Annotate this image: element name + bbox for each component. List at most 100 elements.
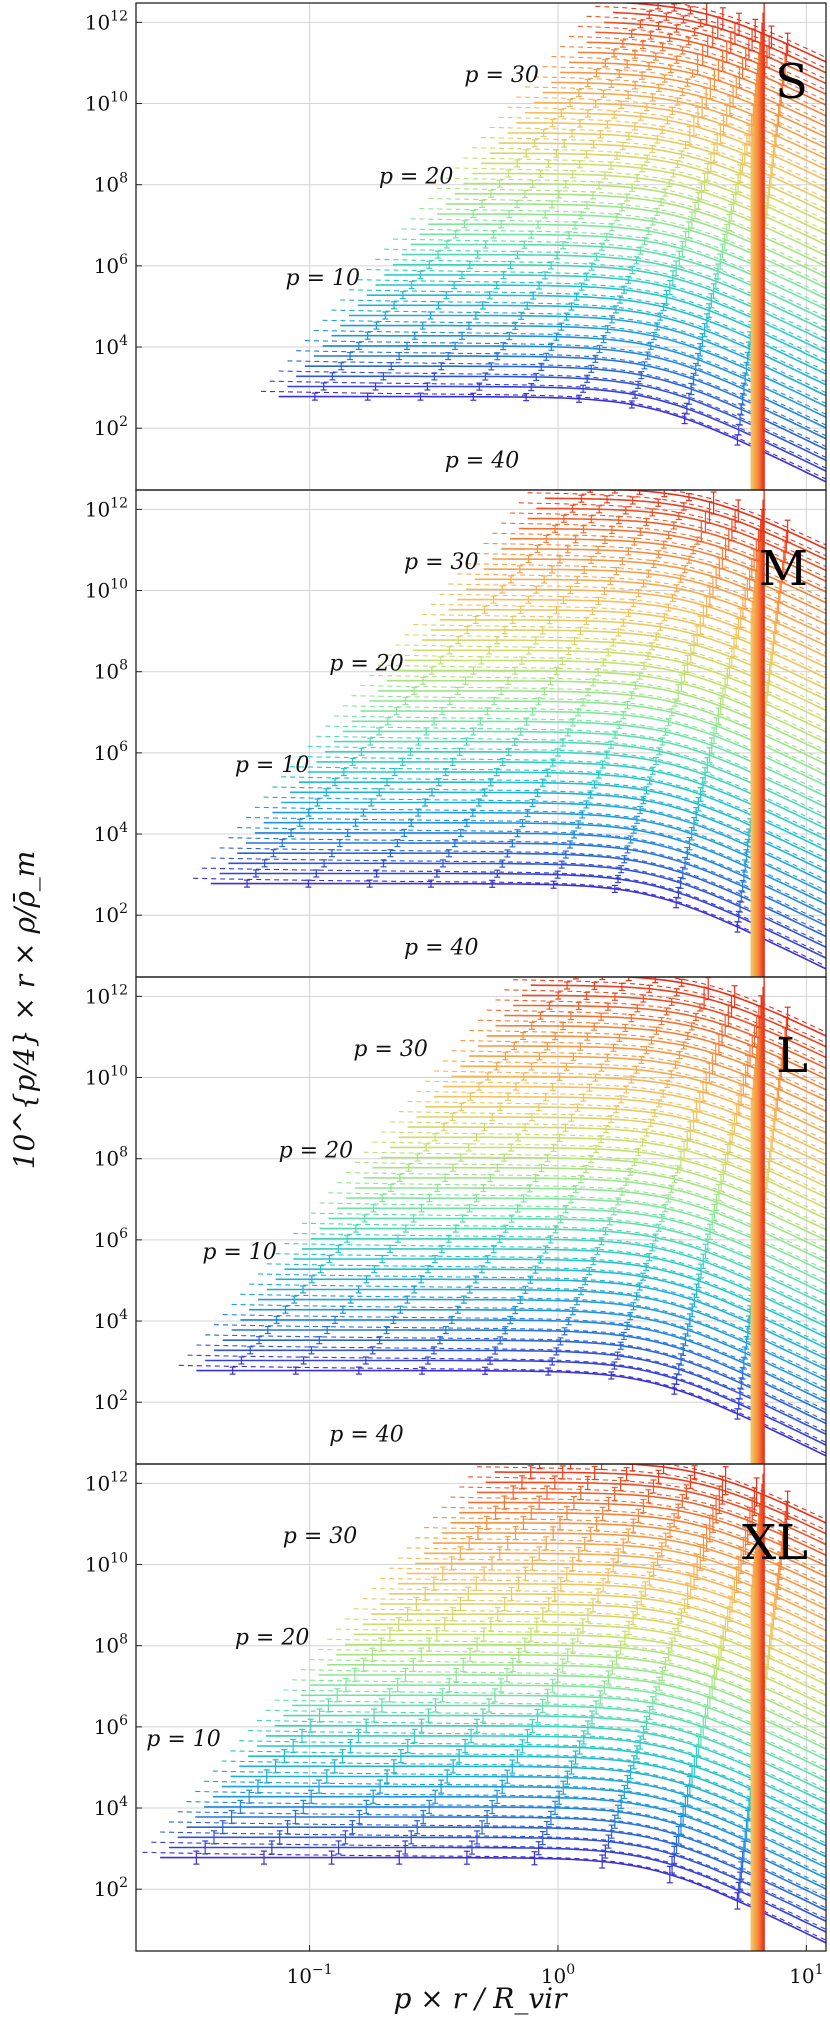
- series-p26-model-curve: [498, 142, 826, 214]
- p-label-20: p = 20: [329, 651, 404, 676]
- y-tick-label: 102: [94, 1388, 128, 1414]
- series-p27-model-curve: [425, 1106, 826, 1177]
- series-p18-alt-curve: [292, 1679, 826, 1758]
- series-p40-model-curve: [608, 1464, 826, 1524]
- series-p25-model-curve: [489, 152, 826, 225]
- series-p36-model-curve: [468, 1501, 826, 1567]
- series-p2-model-curve: [205, 1359, 826, 1446]
- series-p17-model-curve: [419, 233, 826, 311]
- series-p20-alt-curve: [360, 684, 826, 762]
- series-p8-alt-curve: [322, 319, 826, 405]
- series-p8-alt-curve: [254, 806, 826, 892]
- series-p14-alt-curve: [293, 1232, 826, 1314]
- series-p20-alt-curve: [428, 197, 826, 275]
- series-p7-alt-curve: [245, 816, 826, 902]
- series-p34-model-curve: [568, 61, 826, 128]
- series-p12-model-curve: [256, 1745, 826, 1826]
- series-p30-alt-curve: [448, 583, 826, 654]
- series-p40-model-curve: [609, 977, 826, 1037]
- series-p5-alt-curve: [296, 350, 826, 437]
- series-group: [178, 977, 826, 1464]
- y-tick-label: 1010: [85, 1064, 128, 1090]
- series-p7-alt-curve: [231, 1303, 826, 1389]
- series-p35-model-curve: [577, 51, 826, 117]
- series-p36-model-curve: [504, 1014, 826, 1080]
- y-tick-label: 106: [94, 739, 128, 765]
- series-p33-model-curve: [477, 1045, 826, 1113]
- series-p40-alt-curve: [665, 490, 826, 546]
- series-p25-alt-curve: [389, 1121, 826, 1195]
- y-tick-label: 1012: [85, 1469, 128, 1495]
- panels: 102 104 106 108 1010 1012 p = 10 p = 20 p = 30 p …: [85, 2, 827, 1952]
- series-p33-model-curve: [560, 71, 826, 139]
- series-p28-model-curve: [516, 122, 826, 192]
- series-p26-alt-curve: [480, 137, 826, 210]
- series-p35-model-curve: [459, 1511, 826, 1578]
- series-p30-model-curve: [533, 101, 826, 171]
- p-label-10: p = 10: [146, 1727, 221, 1752]
- series-p36-alt-curve: [501, 522, 826, 589]
- series-p1-alt-curve: [178, 1364, 826, 1454]
- series-p22-alt-curve: [377, 664, 826, 741]
- p-label-40: p = 40: [445, 448, 519, 473]
- series-p23-alt-curve: [454, 167, 826, 243]
- series-p32-model-curve: [469, 1055, 826, 1123]
- series-p1-model-curve: [160, 1856, 826, 1944]
- series-p39-model-curve: [530, 984, 826, 1048]
- series-p10-alt-curve: [221, 1760, 826, 1844]
- series-group: [142, 1464, 826, 1951]
- series-p36-alt-curve: [568, 35, 826, 102]
- p-label-40: p = 40: [404, 935, 479, 960]
- panel-m: 102 104 106 108 1010 1012 p = 10 p = 20 p = 30 p …: [85, 448, 827, 978]
- series-p19-alt-curve: [419, 208, 826, 286]
- y-tick-label: 108: [94, 1145, 128, 1171]
- series-p40-model-curve: [621, 3, 826, 63]
- series-p8-model-curve: [272, 811, 826, 895]
- series-p12-alt-curve: [275, 1253, 826, 1336]
- p-label-30: p = 30: [353, 1037, 428, 1062]
- series-p9-model-curve: [266, 1288, 826, 1371]
- series-p27-alt-curve: [489, 126, 826, 199]
- panel-label-xl: XL: [742, 1515, 808, 1571]
- p-label-10: p = 10: [202, 1240, 277, 1265]
- series-p29-model-curve: [525, 111, 826, 182]
- y-tick-label: 102: [94, 414, 128, 440]
- series-p25-alt-curve: [472, 147, 826, 221]
- series-p1-model-curve: [278, 395, 826, 483]
- series-p3-model-curve: [228, 862, 826, 949]
- series-p28-model-curve: [448, 608, 826, 679]
- series-p9-model-curve: [281, 801, 826, 884]
- series-p10-model-curve: [239, 1765, 826, 1847]
- series-p2-model-curve: [168, 1846, 826, 1933]
- series-p1-model-curve: [210, 882, 826, 970]
- series-p34-alt-curve: [551, 55, 826, 124]
- series-p8-alt-curve: [240, 1293, 826, 1379]
- y-tick-label: 1010: [85, 1551, 128, 1577]
- panel-frame: [135, 976, 827, 1465]
- series-p5-alt-curve: [177, 1811, 826, 1898]
- series-p2-alt-curve: [201, 867, 826, 956]
- series-p20-alt-curve: [345, 1171, 826, 1249]
- series-p21-model-curve: [454, 192, 826, 268]
- series-p10-model-curve: [275, 1278, 826, 1360]
- y-tick-label: 1010: [85, 90, 128, 116]
- p-label-30: p = 30: [404, 550, 479, 575]
- series-p28-model-curve: [434, 1095, 826, 1167]
- series-p1-model-curve: [196, 1369, 826, 1457]
- series-p20-model-curve: [327, 1664, 826, 1740]
- series-p16-alt-curve: [325, 725, 826, 805]
- series-p24-alt-curve: [463, 157, 826, 232]
- series-p5-model-curve: [246, 842, 826, 927]
- series-p13-alt-curve: [284, 1243, 826, 1325]
- y-tick-label: 1012: [85, 8, 128, 34]
- series-p6-model-curve: [322, 345, 826, 429]
- y-tick-label: 1012: [85, 982, 128, 1008]
- series-p27-model-curve: [439, 619, 826, 690]
- series-p5-model-curve: [231, 1329, 826, 1414]
- series-p8-alt-curve: [204, 1780, 826, 1866]
- series-p3-model-curve: [296, 375, 826, 462]
- series-p11-model-curve: [248, 1755, 826, 1837]
- x-axis-ticks: 10−1 100 101: [287, 1945, 824, 1988]
- series-p29-alt-curve: [425, 1080, 826, 1152]
